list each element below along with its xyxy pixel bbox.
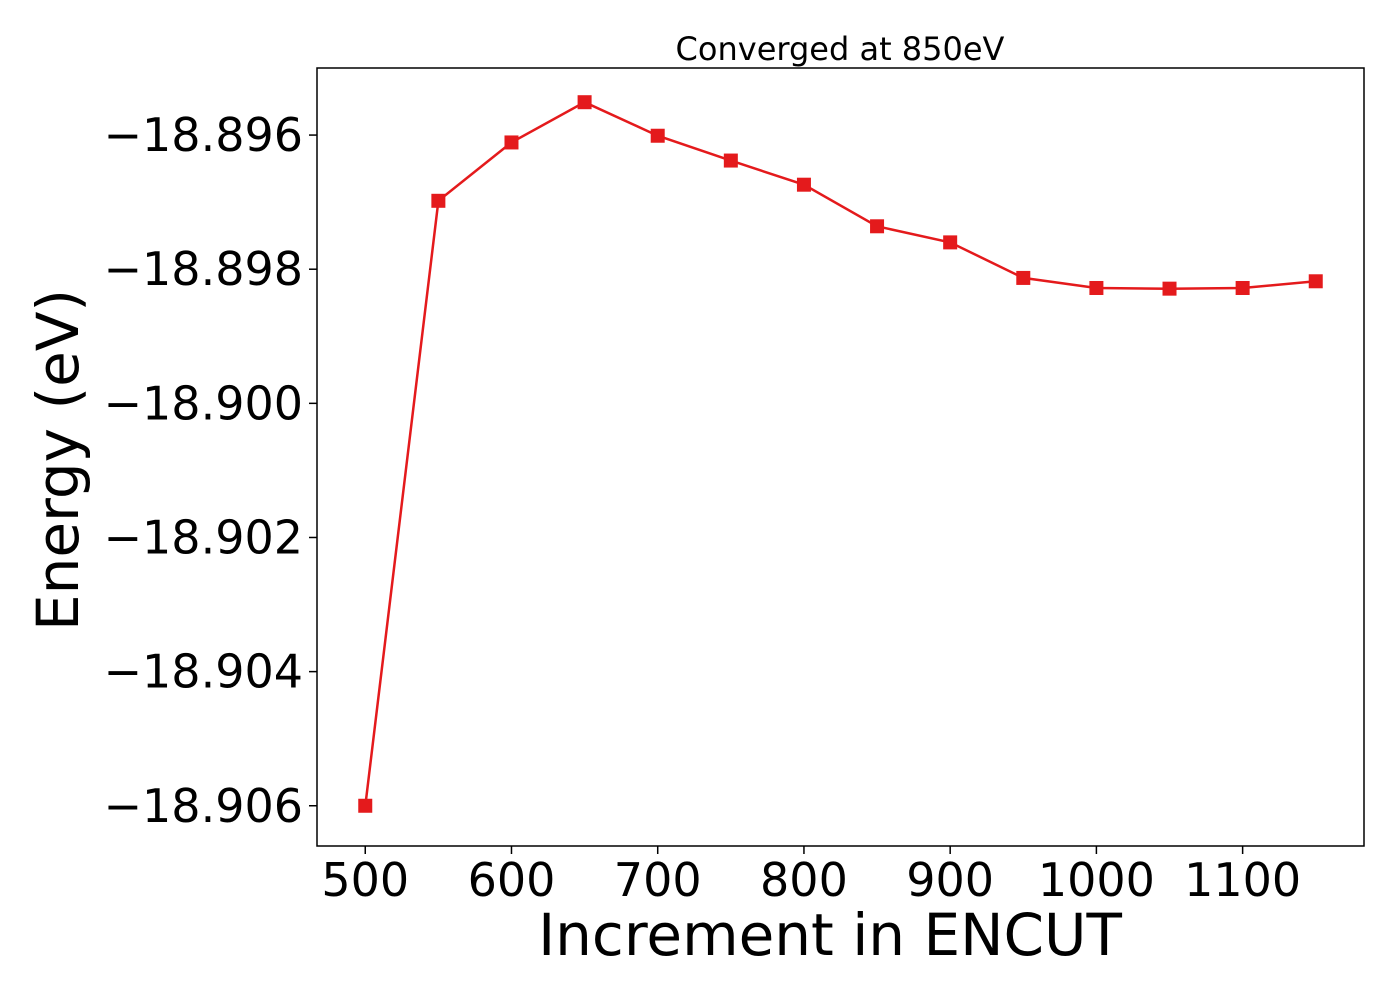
y-axis-label: Energy (eV)	[24, 289, 92, 631]
data-point-marker	[1235, 280, 1250, 295]
data-point-marker	[358, 798, 373, 813]
data-point-marker	[1089, 280, 1104, 295]
data-point-marker	[504, 135, 519, 150]
x-tick-label: 800	[760, 853, 848, 907]
y-tick-label: −18.902	[104, 510, 304, 564]
data-point-marker	[943, 235, 958, 250]
y-tick-label: −18.906	[104, 779, 304, 833]
data-point-marker	[723, 153, 738, 168]
x-tick-label: 500	[321, 853, 409, 907]
data-point-marker	[1308, 274, 1323, 289]
data-point-marker	[577, 95, 592, 110]
series-line	[364, 100, 1316, 806]
chart-title: Converged at 850eV	[676, 30, 1005, 68]
data-point-marker	[870, 219, 885, 234]
data-point-marker	[650, 128, 665, 143]
y-axis-ticks: −18.896 −18.898 −18.900 −18.902 −18.904 −18.9…	[104, 108, 317, 833]
x-axis-ticks: 500 600 700 800 900 1000 1100	[321, 846, 1301, 907]
data-point-marker	[431, 193, 446, 208]
plot-area	[316, 67, 1365, 847]
y-tick-label: −18.898	[104, 242, 304, 296]
x-tick-label: 900	[906, 853, 994, 907]
data-point-marker	[1016, 270, 1031, 285]
x-tick-label: 700	[614, 853, 702, 907]
x-tick-label: 600	[468, 853, 556, 907]
x-axis-label: Increment in ENCUT	[538, 901, 1122, 969]
y-tick-label: −18.900	[104, 376, 304, 430]
y-tick-label: −18.896	[104, 108, 304, 162]
x-tick-label: 1100	[1184, 853, 1301, 907]
series-layer	[358, 95, 1323, 813]
data-point-marker	[796, 177, 811, 192]
x-tick-label: 1000	[1038, 853, 1155, 907]
y-tick-label: −18.904	[104, 645, 304, 699]
data-point-marker	[1162, 281, 1177, 296]
